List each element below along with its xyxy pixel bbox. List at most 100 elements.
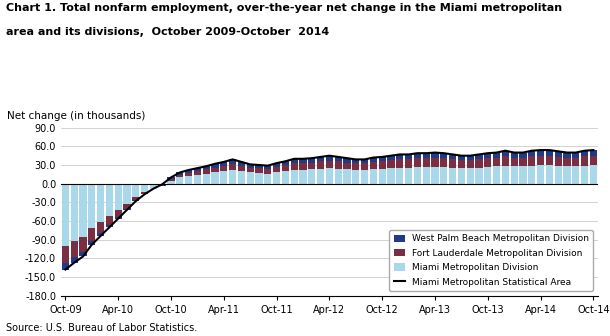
Bar [493,158,500,166]
Bar [291,159,298,163]
Bar [405,168,412,184]
Bar [194,168,201,171]
Bar [502,166,509,184]
Bar [246,172,254,184]
Bar [150,188,157,189]
Bar [458,156,465,160]
Bar [423,158,429,167]
Bar [71,184,77,241]
Bar [564,158,570,166]
Bar [511,153,518,158]
Bar [405,159,412,168]
Bar [343,158,351,163]
Bar [273,167,280,172]
Bar [546,150,553,156]
Bar [396,159,403,168]
Text: Chart 1. Total nonfarm employment, over-the-year net change in the Miami metropo: Chart 1. Total nonfarm employment, over-… [6,3,562,13]
Bar [554,166,562,184]
Bar [379,169,386,184]
Bar [79,184,87,237]
Bar [132,184,139,197]
Bar [590,156,597,165]
Bar [440,158,447,167]
Bar [246,168,254,172]
Bar [176,175,184,177]
Bar [176,172,184,175]
Bar [396,155,403,159]
Bar [449,155,456,159]
Bar [123,209,131,210]
Bar [370,169,377,184]
Bar [168,177,174,179]
Bar [194,175,201,184]
Bar [238,166,245,171]
Bar [554,157,562,166]
Bar [581,156,588,166]
Bar [414,153,421,158]
Bar [88,241,95,245]
Bar [431,153,439,158]
Bar [484,153,491,158]
Bar [467,156,474,160]
Bar [581,151,588,156]
Bar [308,169,315,184]
Bar [106,216,113,225]
Bar [387,168,395,184]
Bar [546,156,553,165]
Bar [414,158,421,167]
Bar [88,184,95,228]
Bar [361,163,368,170]
Bar [502,156,509,166]
Bar [572,166,580,184]
Bar [238,171,245,184]
Bar [159,184,166,185]
Bar [396,168,403,184]
Bar [256,168,262,173]
Bar [203,174,210,184]
Bar [168,179,174,180]
Bar [493,166,500,184]
Bar [335,169,342,184]
Bar [520,158,526,166]
Bar [502,151,509,156]
Bar [229,164,236,170]
Bar [484,158,491,167]
Bar [326,161,333,168]
Bar [520,166,526,184]
Bar [79,237,87,252]
Bar [62,246,69,263]
Bar [326,156,333,161]
Bar [159,184,166,185]
Bar [590,165,597,184]
Bar [212,172,218,184]
Bar [475,168,483,184]
Bar [291,170,298,184]
Bar [405,155,412,159]
Bar [458,160,465,168]
Bar [141,193,148,194]
Bar [528,156,536,166]
Bar [520,153,526,158]
Bar [554,151,562,157]
Bar [449,168,456,184]
Bar [300,159,306,163]
Bar [414,167,421,184]
Bar [123,184,131,204]
Bar [141,184,148,193]
Bar [229,170,236,184]
Bar [88,228,95,241]
Bar [467,160,474,168]
Text: Source: U.S. Bureau of Labor Statistics.: Source: U.S. Bureau of Labor Statistics. [6,323,198,333]
Bar [212,164,218,168]
Bar [387,156,395,160]
Bar [106,184,113,216]
Bar [220,166,228,171]
Bar [106,225,113,227]
Bar [246,164,254,168]
Bar [62,184,69,246]
Bar [62,263,69,269]
Bar [97,233,104,236]
Bar [379,161,386,169]
Bar [282,171,289,184]
Bar [273,172,280,184]
